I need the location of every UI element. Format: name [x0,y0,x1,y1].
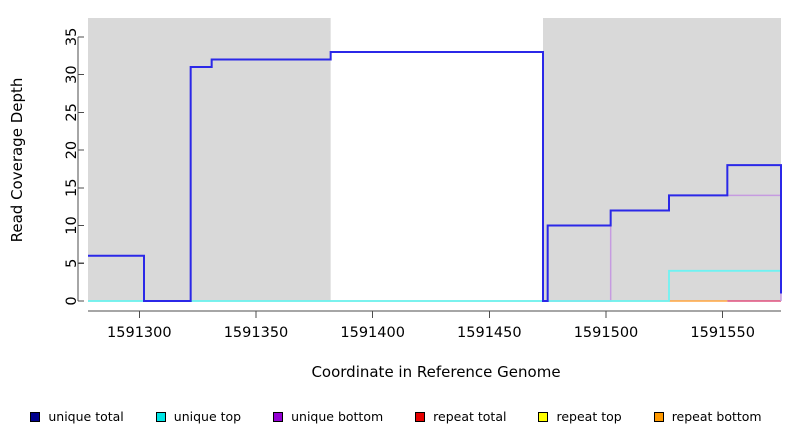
legend-swatch-icon [415,411,426,422]
x-tick-label: 1591500 [574,325,639,341]
y-tick-label: 20 [64,141,80,159]
chart-legend: unique total unique top unique bottom repea… [0,409,792,424]
legend-label: repeat top [556,409,622,424]
y-tick-label: 35 [64,28,80,46]
legend-item-repeat-bottom[interactable]: repeat bottom [653,409,762,424]
legend-item-repeat-top[interactable]: repeat top [538,409,622,424]
x-tick-label: 1591300 [107,325,172,341]
series-line-unique-top [88,269,781,302]
x-axis-title: Coordinate in Reference Genome [311,363,560,381]
shaded-region [543,18,781,301]
y-tick-label: 0 [64,296,80,305]
legend-item-unique-total[interactable]: unique total [30,409,124,424]
legend-label: repeat bottom [671,409,762,424]
legend-swatch-icon [653,411,664,422]
y-tick-label: 10 [64,216,80,234]
y-tick-label: 5 [64,259,80,268]
y-tick-label: 25 [64,103,80,121]
legend-swatch-icon [273,411,284,422]
legend-label: unique top [173,409,242,424]
legend-item-unique-top[interactable]: unique top [155,409,242,424]
axis-label-layer: 0 5 10 15 20 25 30 35 1591300 1591350 1591400 15914… [64,28,755,341]
legend-label: repeat total [433,409,507,424]
series-line-unique-total [88,50,782,302]
x-tick-label: 1591450 [457,325,522,341]
axis-layer [77,36,781,318]
y-axis-title: Read Coverage Depth [8,78,26,243]
legend-item-unique-bottom[interactable]: unique bottom [273,409,383,424]
y-tick-label: 15 [64,179,80,197]
x-tick-label: 1591550 [690,325,755,341]
x-tick-label: 1591400 [340,325,405,341]
legend-swatch-icon [538,411,549,422]
shaded-region [88,18,331,301]
legend-label: unique bottom [291,409,384,424]
legend-swatch-icon [155,411,166,422]
legend-swatch-icon [30,411,41,422]
series-layer [88,50,782,302]
legend-item-repeat-total[interactable]: repeat total [415,409,506,424]
shaded-region-layer [88,18,781,301]
y-tick-label: 30 [64,65,80,83]
x-tick-label: 1591350 [224,325,289,341]
legend-label: unique total [48,409,124,424]
